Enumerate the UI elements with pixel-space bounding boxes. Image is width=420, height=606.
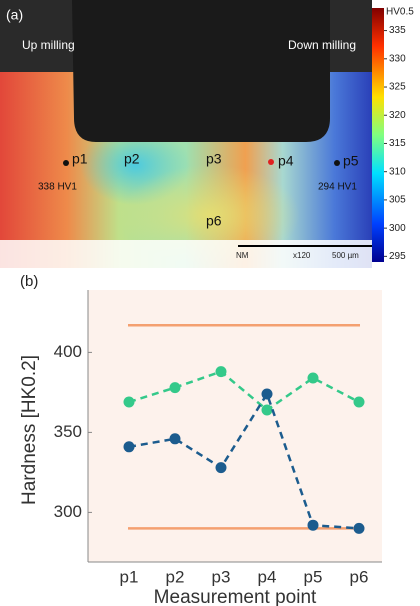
y-tick-label: 300: [54, 502, 82, 521]
data-point: [261, 404, 273, 416]
data-point: [169, 382, 181, 394]
colorbar-tick-label: 310: [389, 166, 406, 177]
colorbar-tick-label: 325: [389, 82, 406, 93]
hardness-map: [0, 0, 372, 268]
indent: [334, 160, 340, 166]
x-tick-label: p2: [166, 567, 185, 586]
data-point: [353, 522, 365, 534]
colorbar-tick-label: 315: [389, 138, 406, 149]
data-point: [123, 441, 135, 453]
tool: [72, 0, 330, 142]
plot-area: [88, 290, 382, 562]
annotation: 294 HV1: [318, 182, 357, 193]
scale-label: 500 µm: [332, 251, 359, 260]
line-chart: [88, 290, 382, 562]
annotation: p2: [124, 151, 140, 167]
colorbar-tick-label: 300: [389, 223, 406, 234]
annotation: p5: [343, 153, 359, 169]
data-point: [307, 519, 319, 531]
data-point: [261, 388, 273, 400]
annotation: p6: [206, 213, 222, 229]
data-point: [215, 462, 227, 474]
y-axis-label: Hardness [HK0.2]: [19, 355, 40, 505]
data-point: [353, 396, 365, 408]
x-axis-label: Measurement point: [154, 587, 317, 606]
annotation: 338 HV1: [38, 182, 77, 193]
data-point: [215, 366, 227, 378]
colorbar-title: HV0.5: [386, 7, 414, 18]
panel-label: (b): [20, 273, 38, 290]
indent: [63, 160, 69, 166]
x-tick-label: p6: [350, 567, 369, 586]
data-point: [123, 396, 135, 408]
data-point: [307, 372, 319, 384]
y-tick-label: 400: [54, 342, 82, 361]
scale-label: NM: [236, 251, 249, 260]
scale-area: [0, 240, 372, 268]
indent: [268, 159, 274, 165]
colorbar-tick-label: 305: [389, 195, 406, 206]
annotation: Down milling: [288, 38, 356, 52]
panel-label: (a): [6, 7, 23, 23]
scale-label: x120: [293, 251, 311, 260]
x-tick-label: p4: [258, 567, 277, 586]
y-tick-label: 350: [54, 422, 82, 441]
data-point: [169, 433, 181, 445]
annotation: p3: [206, 151, 222, 167]
colorbar: [372, 8, 384, 262]
colorbar-tick-label: 330: [389, 53, 406, 64]
colorbar-tick-label: 320: [389, 110, 406, 121]
series-line: [128, 391, 360, 530]
colorbar-tick-label: 295: [389, 251, 406, 262]
annotation: p1: [72, 151, 88, 167]
annotation: Up milling: [22, 38, 75, 52]
x-tick-label: p3: [212, 567, 231, 586]
annotation: p4: [278, 153, 294, 169]
colorbar-tick-label: 335: [389, 25, 406, 36]
x-tick-label: p5: [304, 567, 323, 586]
series-line: [128, 370, 360, 412]
x-tick-label: p1: [120, 567, 139, 586]
